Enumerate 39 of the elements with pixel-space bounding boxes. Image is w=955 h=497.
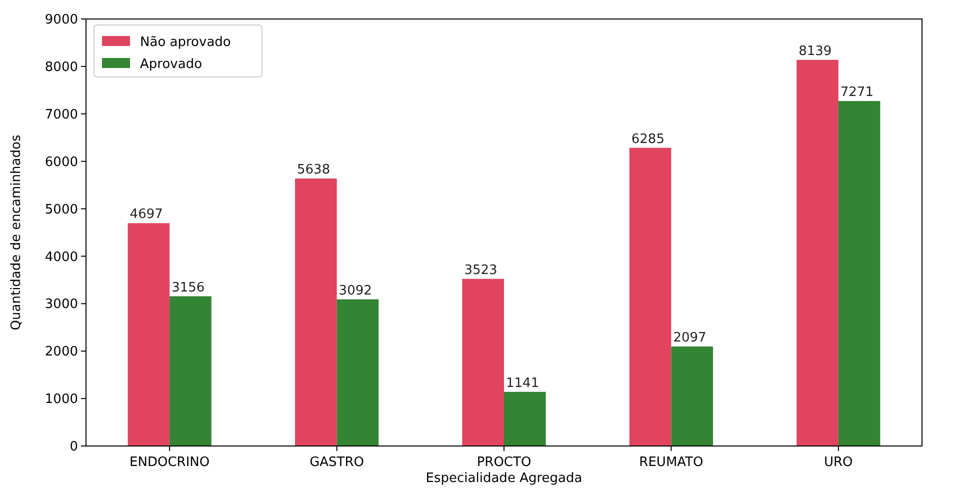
x-axis-title: Especialidade Agregada [426, 471, 582, 486]
bar [671, 346, 713, 446]
bar [462, 278, 504, 446]
data-label: 7271 [840, 85, 874, 100]
x-tick-label: ENDOCRINO [130, 455, 210, 470]
x-tick-label: REUMATO [639, 455, 704, 470]
bar [295, 178, 337, 446]
bar [504, 392, 546, 446]
data-label: 3156 [172, 280, 205, 296]
bar [170, 296, 212, 446]
data-label: 4697 [130, 207, 163, 222]
data-label: 8139 [798, 44, 832, 59]
data-label: 3523 [464, 262, 498, 278]
y-tick-label: 7000 [44, 107, 78, 122]
y-tick-label: 8000 [44, 60, 78, 75]
x-tick-label: URO [824, 455, 853, 470]
legend-label: Aprovado [140, 57, 202, 72]
x-tick-label: PROCTO [476, 455, 532, 470]
bar [796, 60, 838, 446]
y-tick-label: 9000 [44, 12, 78, 28]
bar [838, 101, 880, 446]
data-label: 6285 [631, 132, 664, 147]
bar [336, 299, 379, 446]
data-label: 3092 [338, 283, 372, 298]
y-tick-label: 5000 [44, 202, 78, 218]
bar [629, 148, 672, 446]
data-label: 2097 [673, 330, 706, 346]
y-tick-label: 2000 [44, 344, 78, 360]
y-tick-label: 4000 [44, 250, 78, 265]
y-tick-label: 3000 [44, 297, 78, 312]
data-label: 1141 [506, 376, 540, 391]
data-label: 5638 [297, 162, 330, 178]
y-tick-label: 0 [70, 440, 78, 455]
x-tick-label: GASTRO [310, 455, 364, 470]
legend-label: Não aprovado [140, 35, 231, 50]
bar [128, 223, 170, 446]
y-tick-label: 6000 [44, 154, 78, 170]
y-tick-label: 1000 [44, 392, 78, 408]
y-axis-title: Quantidade de encaminhados [9, 134, 24, 330]
